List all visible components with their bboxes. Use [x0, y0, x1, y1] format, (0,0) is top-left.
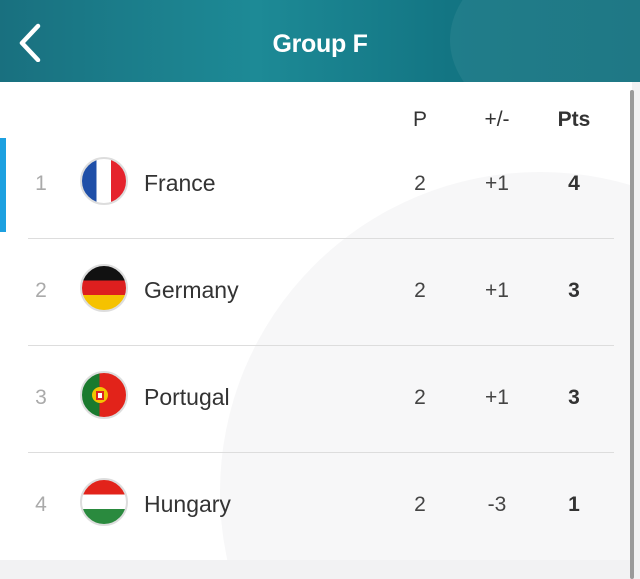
points: 3 — [568, 279, 580, 302]
col-played: P — [412, 108, 427, 131]
table-row[interactable]: 4 Hungary 2 -3 1 — [0, 453, 632, 560]
goal-diff: +1 — [485, 386, 509, 409]
points: 3 — [568, 386, 580, 409]
played: 2 — [414, 386, 426, 409]
played: 2 — [414, 172, 426, 195]
points: 1 — [568, 493, 580, 516]
chevron-left-icon[interactable] — [12, 22, 52, 62]
page-title: Group F — [272, 30, 368, 58]
rank: 3 — [35, 386, 47, 409]
divider — [28, 345, 614, 346]
played: 2 — [414, 493, 426, 516]
divider — [28, 452, 614, 453]
table-row[interactable]: 3 Portugal 2 +1 3 — [0, 346, 632, 453]
germany-flag-icon — [80, 264, 128, 312]
col-points: Pts — [557, 108, 591, 131]
standings-table: P +/- Pts 1 France 2 +1 4 2 Germany 2 +1… — [0, 82, 632, 560]
app-header: Group F — [0, 0, 640, 82]
rank: 4 — [35, 493, 47, 516]
team-name: Portugal — [144, 384, 230, 410]
team-name: Germany — [144, 277, 239, 303]
scrollbar[interactable] — [630, 90, 634, 579]
selected-indicator — [0, 138, 6, 232]
hungary-flag-icon — [80, 478, 128, 526]
goal-diff: -3 — [487, 493, 507, 516]
team-name: France — [144, 170, 216, 196]
rank: 1 — [35, 172, 47, 195]
goal-diff: +1 — [485, 172, 509, 195]
team-name: Hungary — [144, 491, 231, 517]
col-goal-diff: +/- — [484, 108, 510, 131]
played: 2 — [414, 279, 426, 302]
table-row[interactable]: 2 Germany 2 +1 3 — [0, 239, 632, 346]
points: 4 — [568, 172, 580, 195]
table-row[interactable]: 1 France 2 +1 4 — [0, 132, 632, 239]
divider — [28, 238, 614, 239]
rank: 2 — [35, 279, 47, 302]
goal-diff: +1 — [485, 279, 509, 302]
portugal-flag-icon — [80, 371, 128, 419]
france-flag-icon — [80, 157, 128, 205]
